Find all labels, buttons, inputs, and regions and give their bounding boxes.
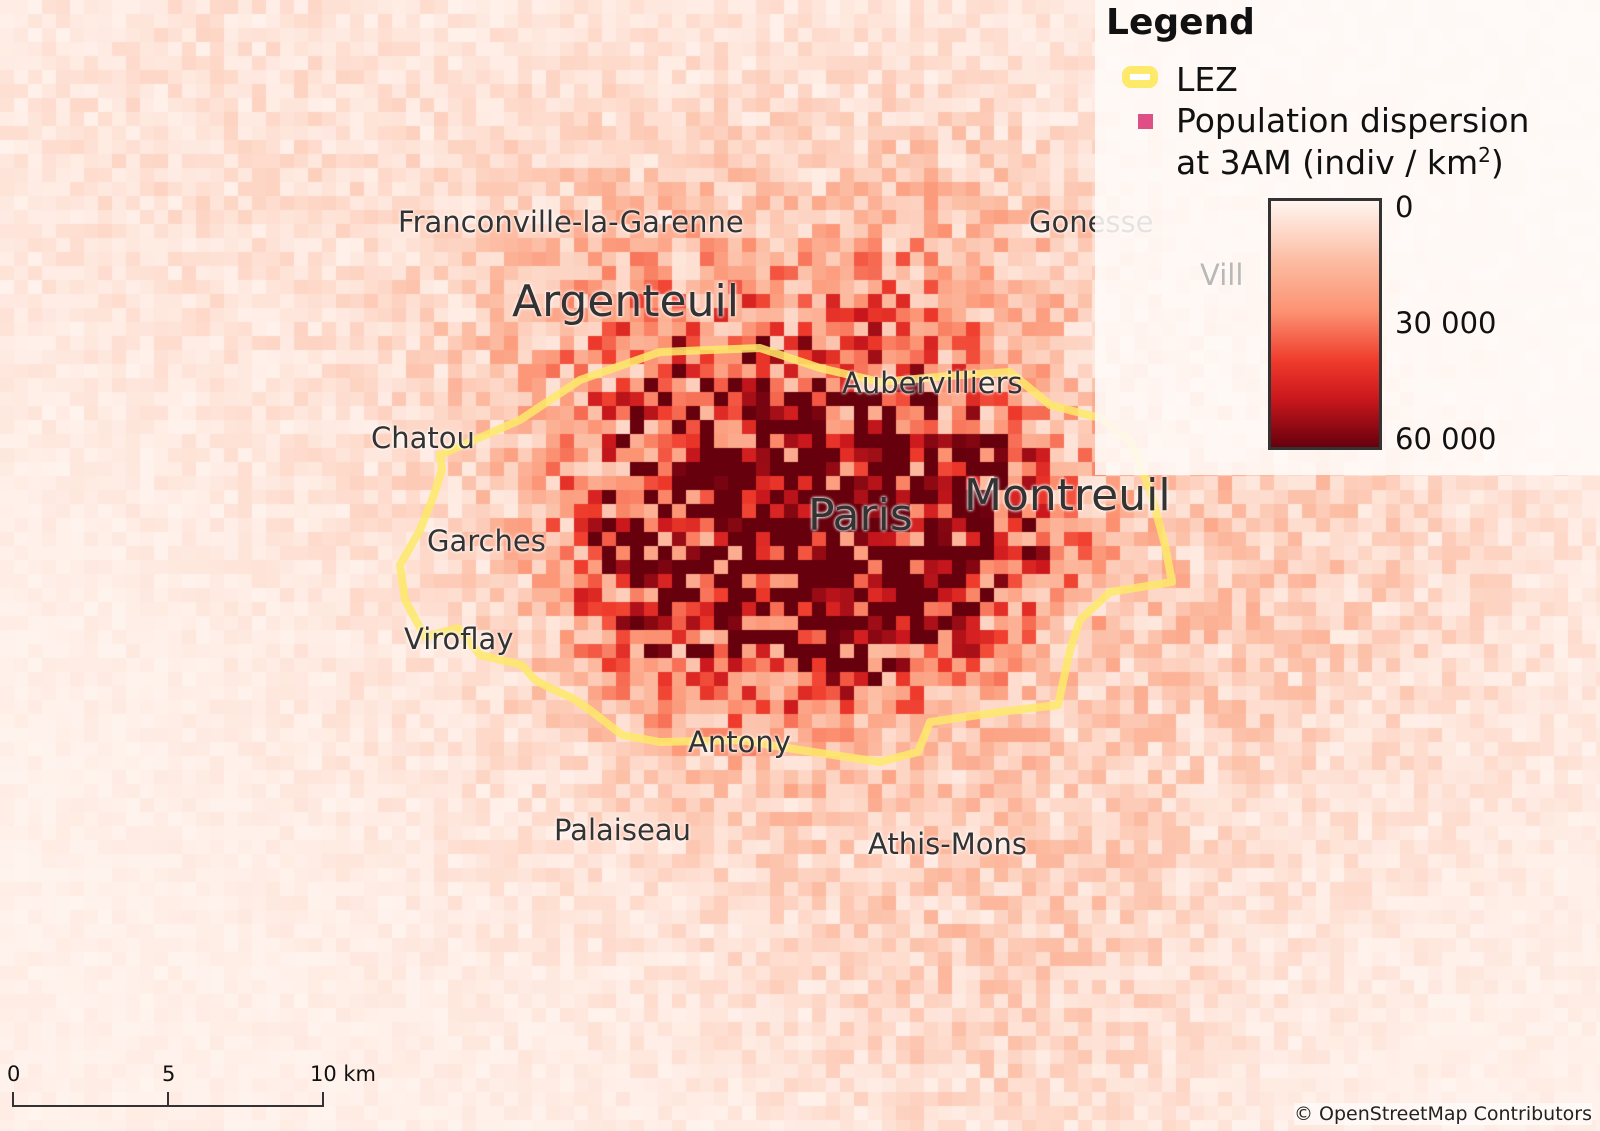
city-label-aubervilliers: Aubervilliers (842, 366, 1023, 400)
legend-title: Legend (1106, 2, 1255, 43)
legend-population-end: ) (1490, 143, 1504, 182)
scale-bar (12, 1092, 324, 1107)
city-label-montreuil: Montreuil (964, 470, 1171, 521)
city-label-viroflay: Viroflay (404, 622, 514, 656)
city-label-garches: Garches (427, 524, 546, 558)
city-label-antony: Antony (688, 725, 791, 759)
lez-symbol-icon (1122, 66, 1158, 88)
scale-label-0: 0 (7, 1062, 21, 1086)
legend-population-text: at 3AM (indiv / km (1176, 143, 1479, 182)
lez-boundary (396, 344, 1176, 766)
city-label-palaiseau: Palaiseau (554, 813, 691, 847)
scale-label-10km: 10 km (310, 1062, 377, 1086)
ramp-tick-30000: 30 000 (1395, 306, 1497, 340)
legend-population-label-line2: at 3AM (indiv / km2) (1176, 143, 1504, 182)
legend-population-label-line1: Population dispersion (1176, 101, 1530, 140)
population-symbol-icon (1138, 114, 1153, 129)
city-label-paris: Paris (808, 490, 913, 541)
ramp-tick-0: 0 (1395, 190, 1414, 224)
city-label-vill: Vill (1200, 258, 1244, 292)
superscript: 2 (1478, 143, 1491, 167)
city-label-franconville: Franconville-la-Garenne (398, 205, 744, 239)
ramp-tick-60000: 60 000 (1395, 422, 1497, 456)
scale-label-5: 5 (162, 1062, 176, 1086)
legend-lez-label: LEZ (1176, 60, 1238, 99)
color-ramp (1268, 198, 1382, 450)
city-label-athis-mons: Athis-Mons (868, 827, 1027, 861)
attribution: © OpenStreetMap Contributors (1293, 1103, 1592, 1125)
city-label-chatou: Chatou (371, 421, 475, 455)
city-label-argenteuil: Argenteuil (512, 276, 739, 327)
